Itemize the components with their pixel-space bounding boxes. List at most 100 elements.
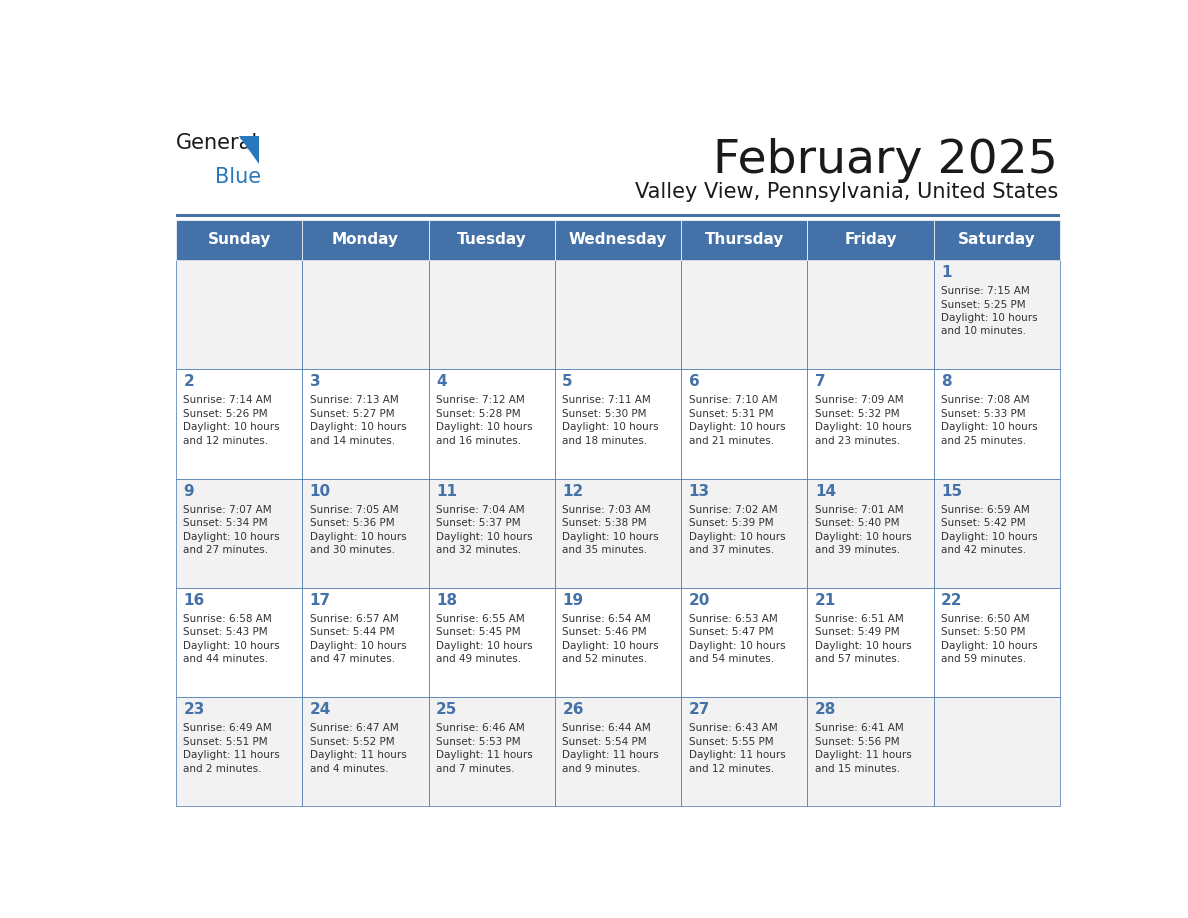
Text: Sunset: 5:54 PM: Sunset: 5:54 PM <box>562 737 647 746</box>
Text: Daylight: 10 hours: Daylight: 10 hours <box>562 641 659 651</box>
Bar <box>303 697 429 806</box>
Text: Sunset: 5:37 PM: Sunset: 5:37 PM <box>436 518 520 528</box>
Bar <box>681 478 808 588</box>
Text: Daylight: 10 hours: Daylight: 10 hours <box>436 532 532 542</box>
Text: Daylight: 10 hours: Daylight: 10 hours <box>562 422 659 432</box>
Text: and 4 minutes.: and 4 minutes. <box>310 764 388 774</box>
Text: Sunrise: 6:54 AM: Sunrise: 6:54 AM <box>562 614 651 624</box>
Bar <box>934 478 1060 588</box>
Bar <box>681 369 808 478</box>
Text: and 15 minutes.: and 15 minutes. <box>815 764 901 774</box>
Text: Sunset: 5:42 PM: Sunset: 5:42 PM <box>941 518 1025 528</box>
Text: Sunset: 5:47 PM: Sunset: 5:47 PM <box>689 627 773 637</box>
Text: Daylight: 10 hours: Daylight: 10 hours <box>689 532 785 542</box>
Text: 25: 25 <box>436 702 457 717</box>
Text: Sunrise: 6:49 AM: Sunrise: 6:49 AM <box>183 723 272 733</box>
Text: Daylight: 11 hours: Daylight: 11 hours <box>562 750 659 760</box>
Text: Daylight: 10 hours: Daylight: 10 hours <box>310 422 406 432</box>
Text: Sunrise: 7:05 AM: Sunrise: 7:05 AM <box>310 505 398 515</box>
Text: 24: 24 <box>310 702 331 717</box>
Text: Daylight: 10 hours: Daylight: 10 hours <box>183 422 280 432</box>
Text: Sunset: 5:39 PM: Sunset: 5:39 PM <box>689 518 773 528</box>
Text: Daylight: 10 hours: Daylight: 10 hours <box>436 422 532 432</box>
Text: Daylight: 10 hours: Daylight: 10 hours <box>941 422 1037 432</box>
Text: Sunrise: 6:51 AM: Sunrise: 6:51 AM <box>815 614 904 624</box>
Text: 15: 15 <box>941 484 962 498</box>
Text: Daylight: 11 hours: Daylight: 11 hours <box>815 750 911 760</box>
Text: 21: 21 <box>815 593 836 608</box>
Text: Sunrise: 6:57 AM: Sunrise: 6:57 AM <box>310 614 398 624</box>
Text: Sunrise: 7:15 AM: Sunrise: 7:15 AM <box>941 286 1030 297</box>
Bar <box>808 697 934 806</box>
Text: Sunset: 5:27 PM: Sunset: 5:27 PM <box>310 409 394 419</box>
Bar <box>429 219 555 260</box>
Bar <box>681 697 808 806</box>
Text: Sunset: 5:28 PM: Sunset: 5:28 PM <box>436 409 520 419</box>
Bar <box>681 260 808 369</box>
Text: and 25 minutes.: and 25 minutes. <box>941 436 1026 446</box>
Text: Sunset: 5:31 PM: Sunset: 5:31 PM <box>689 409 773 419</box>
Bar <box>681 588 808 697</box>
Text: Sunrise: 7:12 AM: Sunrise: 7:12 AM <box>436 396 525 406</box>
Text: Sunrise: 7:07 AM: Sunrise: 7:07 AM <box>183 505 272 515</box>
Text: Sunrise: 6:58 AM: Sunrise: 6:58 AM <box>183 614 272 624</box>
Text: Sunrise: 6:59 AM: Sunrise: 6:59 AM <box>941 505 1030 515</box>
Text: 1: 1 <box>941 265 952 280</box>
Text: Daylight: 10 hours: Daylight: 10 hours <box>941 641 1037 651</box>
Text: 14: 14 <box>815 484 836 498</box>
Text: Sunrise: 7:11 AM: Sunrise: 7:11 AM <box>562 396 651 406</box>
Text: Sunrise: 7:01 AM: Sunrise: 7:01 AM <box>815 505 903 515</box>
Text: Sunset: 5:45 PM: Sunset: 5:45 PM <box>436 627 520 637</box>
Text: Sunrise: 7:14 AM: Sunrise: 7:14 AM <box>183 396 272 406</box>
Text: 23: 23 <box>183 702 204 717</box>
Bar <box>681 219 808 260</box>
Text: 26: 26 <box>562 702 583 717</box>
Text: Daylight: 10 hours: Daylight: 10 hours <box>815 641 911 651</box>
Text: 2: 2 <box>183 375 194 389</box>
Text: General: General <box>176 133 258 152</box>
Text: 11: 11 <box>436 484 457 498</box>
Bar <box>176 260 303 369</box>
Text: Daylight: 10 hours: Daylight: 10 hours <box>941 313 1037 323</box>
Text: 7: 7 <box>815 375 826 389</box>
Text: 8: 8 <box>941 375 952 389</box>
Text: Sunrise: 7:04 AM: Sunrise: 7:04 AM <box>436 505 525 515</box>
Bar <box>555 588 681 697</box>
Text: 4: 4 <box>436 375 447 389</box>
Text: Daylight: 10 hours: Daylight: 10 hours <box>183 641 280 651</box>
Bar <box>555 478 681 588</box>
Text: Sunrise: 7:10 AM: Sunrise: 7:10 AM <box>689 396 777 406</box>
Text: Sunrise: 6:55 AM: Sunrise: 6:55 AM <box>436 614 525 624</box>
Text: Daylight: 10 hours: Daylight: 10 hours <box>689 422 785 432</box>
Text: Daylight: 10 hours: Daylight: 10 hours <box>310 532 406 542</box>
Text: Sunrise: 6:46 AM: Sunrise: 6:46 AM <box>436 723 525 733</box>
Text: Sunset: 5:44 PM: Sunset: 5:44 PM <box>310 627 394 637</box>
Text: Sunrise: 6:50 AM: Sunrise: 6:50 AM <box>941 614 1030 624</box>
Text: and 32 minutes.: and 32 minutes. <box>436 545 522 555</box>
Text: Sunset: 5:50 PM: Sunset: 5:50 PM <box>941 627 1025 637</box>
Text: Sunrise: 7:08 AM: Sunrise: 7:08 AM <box>941 396 1030 406</box>
Bar <box>555 260 681 369</box>
Bar <box>429 260 555 369</box>
Text: and 16 minutes.: and 16 minutes. <box>436 436 522 446</box>
Bar <box>555 697 681 806</box>
Text: 27: 27 <box>689 702 710 717</box>
Bar <box>303 219 429 260</box>
Text: Sunset: 5:25 PM: Sunset: 5:25 PM <box>941 299 1025 309</box>
Text: February 2025: February 2025 <box>713 139 1059 184</box>
Bar <box>808 369 934 478</box>
Text: and 2 minutes.: and 2 minutes. <box>183 764 263 774</box>
Text: Sunrise: 6:44 AM: Sunrise: 6:44 AM <box>562 723 651 733</box>
Text: and 57 minutes.: and 57 minutes. <box>815 655 901 665</box>
Bar <box>934 260 1060 369</box>
Text: Sunset: 5:51 PM: Sunset: 5:51 PM <box>183 737 268 746</box>
Text: 6: 6 <box>689 375 700 389</box>
Text: Sunset: 5:52 PM: Sunset: 5:52 PM <box>310 737 394 746</box>
Bar <box>176 697 303 806</box>
Bar <box>934 219 1060 260</box>
Text: and 12 minutes.: and 12 minutes. <box>183 436 268 446</box>
Text: 10: 10 <box>310 484 331 498</box>
Text: Daylight: 11 hours: Daylight: 11 hours <box>436 750 532 760</box>
Text: and 12 minutes.: and 12 minutes. <box>689 764 773 774</box>
Text: Daylight: 11 hours: Daylight: 11 hours <box>689 750 785 760</box>
